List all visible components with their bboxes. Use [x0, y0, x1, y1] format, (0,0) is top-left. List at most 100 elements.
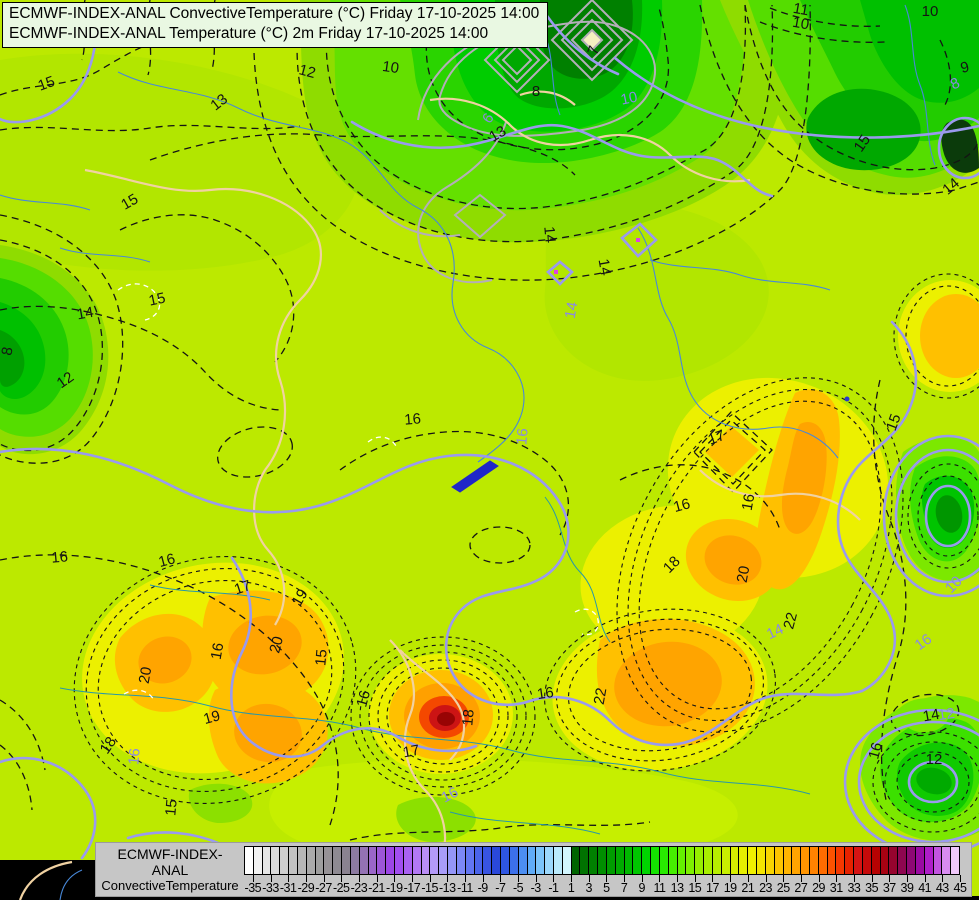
contour-label: 14	[764, 621, 786, 643]
tick-label: 15	[688, 881, 702, 895]
title-line-1: ECMWF-INDEX-ANAL ConvectiveTemperature (…	[9, 5, 540, 22]
tick-mark	[464, 875, 466, 882]
tick-label: 43	[935, 881, 949, 895]
contour-label: 12	[937, 705, 956, 724]
tick-label: 39	[900, 881, 914, 895]
colorbar-cell	[712, 847, 722, 874]
tick-mark	[429, 875, 431, 882]
contour-label: 15	[147, 290, 167, 310]
colorbar-cell	[783, 847, 793, 874]
contour-lines-white	[117, 283, 599, 701]
contour-label: 17	[706, 427, 727, 449]
tick-label: -3	[530, 881, 542, 895]
tick-label: 37	[882, 881, 896, 895]
colorbar-cell	[642, 847, 652, 874]
tick-label: 3	[585, 881, 593, 895]
station-dot	[636, 238, 640, 242]
colorbar-cell	[598, 847, 607, 874]
colorbar-cell	[792, 847, 802, 874]
contour-label: 16	[439, 784, 462, 807]
contour-label: 20	[266, 635, 287, 656]
tick-mark	[942, 875, 944, 882]
colorbar-cell	[801, 847, 810, 874]
colorbar-cell	[827, 847, 837, 874]
tick-mark	[765, 875, 767, 882]
colorbar-cell	[412, 847, 422, 874]
colorbar-cell	[615, 847, 625, 874]
legend-colorbar	[244, 846, 960, 875]
colorbar-cell	[606, 847, 616, 874]
colorbar-cell	[448, 847, 457, 874]
colorbar-cell	[730, 847, 740, 874]
colorbar-cell	[315, 847, 325, 874]
contour-label: 16	[208, 642, 228, 661]
tick-mark	[889, 875, 891, 882]
contour-labels-black: 1513121068711101091314141515141281514161…	[0, 0, 971, 817]
contour-label: 15	[162, 799, 180, 817]
tick-label: -21	[368, 881, 385, 895]
colorbar-cell	[624, 847, 634, 874]
colorbar-cell	[818, 847, 828, 874]
contour-label: 15	[36, 73, 57, 95]
tick-mark	[270, 875, 272, 882]
contour-rings-dense	[73, 273, 979, 833]
contour-label: 18	[459, 709, 477, 727]
colorbar-cell	[933, 847, 943, 874]
colorbar-cell	[553, 847, 563, 874]
contour-label: 14	[595, 258, 615, 277]
contour-label: 12	[54, 369, 77, 392]
rivers-teal	[59, 496, 811, 835]
tick-mark	[783, 875, 785, 882]
tick-label: -35	[244, 881, 262, 895]
contour-label: 10	[619, 89, 639, 109]
contour-label: 15	[851, 132, 874, 155]
tick-mark	[960, 875, 961, 882]
tick-label: 25	[776, 881, 790, 895]
tick-label: 11	[653, 881, 666, 895]
tick-mark	[924, 875, 926, 882]
contour-label: 22	[591, 687, 611, 706]
lake-dot	[844, 396, 850, 402]
colorbar-cell	[677, 847, 687, 874]
tick-mark	[800, 875, 802, 882]
tick-mark	[553, 875, 555, 882]
colorbar-cell	[951, 847, 960, 874]
tick-mark	[341, 875, 343, 882]
tick-label: 9	[638, 881, 646, 895]
colorbar-cell	[915, 847, 925, 874]
tick-label: 29	[812, 881, 826, 895]
tick-label: 19	[723, 881, 737, 895]
colorbar-cell	[589, 847, 599, 874]
contour-lines-t2m	[0, 1, 979, 860]
legend-product: ECMWF-INDEX-ANAL	[117, 846, 223, 878]
contour-label: 16	[51, 548, 69, 566]
tick-mark	[853, 875, 855, 882]
colorbar-cell	[350, 847, 360, 874]
colorbar-cell	[695, 847, 705, 874]
legend-ticklabels: -35 -33 -31 -29 -27 -25 -23 -21 -19 -17 -15 -13 -11-…	[244, 881, 967, 896]
legend-units: °C	[100, 895, 240, 900]
tick-mark	[482, 875, 484, 882]
contour-label: 10	[922, 3, 939, 20]
colorbar-cell	[757, 847, 766, 874]
contour-label: 16	[125, 748, 143, 766]
tick-label: 35	[865, 881, 879, 895]
contour-label: 16	[912, 631, 935, 654]
colorbar-cell	[898, 847, 908, 874]
tick-label: -27	[315, 881, 332, 895]
contour-label: 13	[486, 123, 509, 146]
tick-label: 17	[706, 881, 719, 895]
tick-label: -5	[512, 881, 524, 895]
colorbar-cell	[862, 847, 872, 874]
contour-label: 14	[922, 706, 941, 726]
tick-label: 1	[567, 881, 575, 895]
colorbar-cell	[368, 847, 378, 874]
contour-lines-convective	[0, 0, 979, 841]
colorbar-cell	[474, 847, 484, 874]
colorbar-cell	[271, 847, 281, 874]
tick-label: 45	[953, 881, 967, 895]
contour-label: 16	[157, 550, 178, 571]
colorbar-cell	[395, 847, 404, 874]
contour-label: 15	[312, 649, 330, 667]
colorbar-cell	[659, 847, 669, 874]
